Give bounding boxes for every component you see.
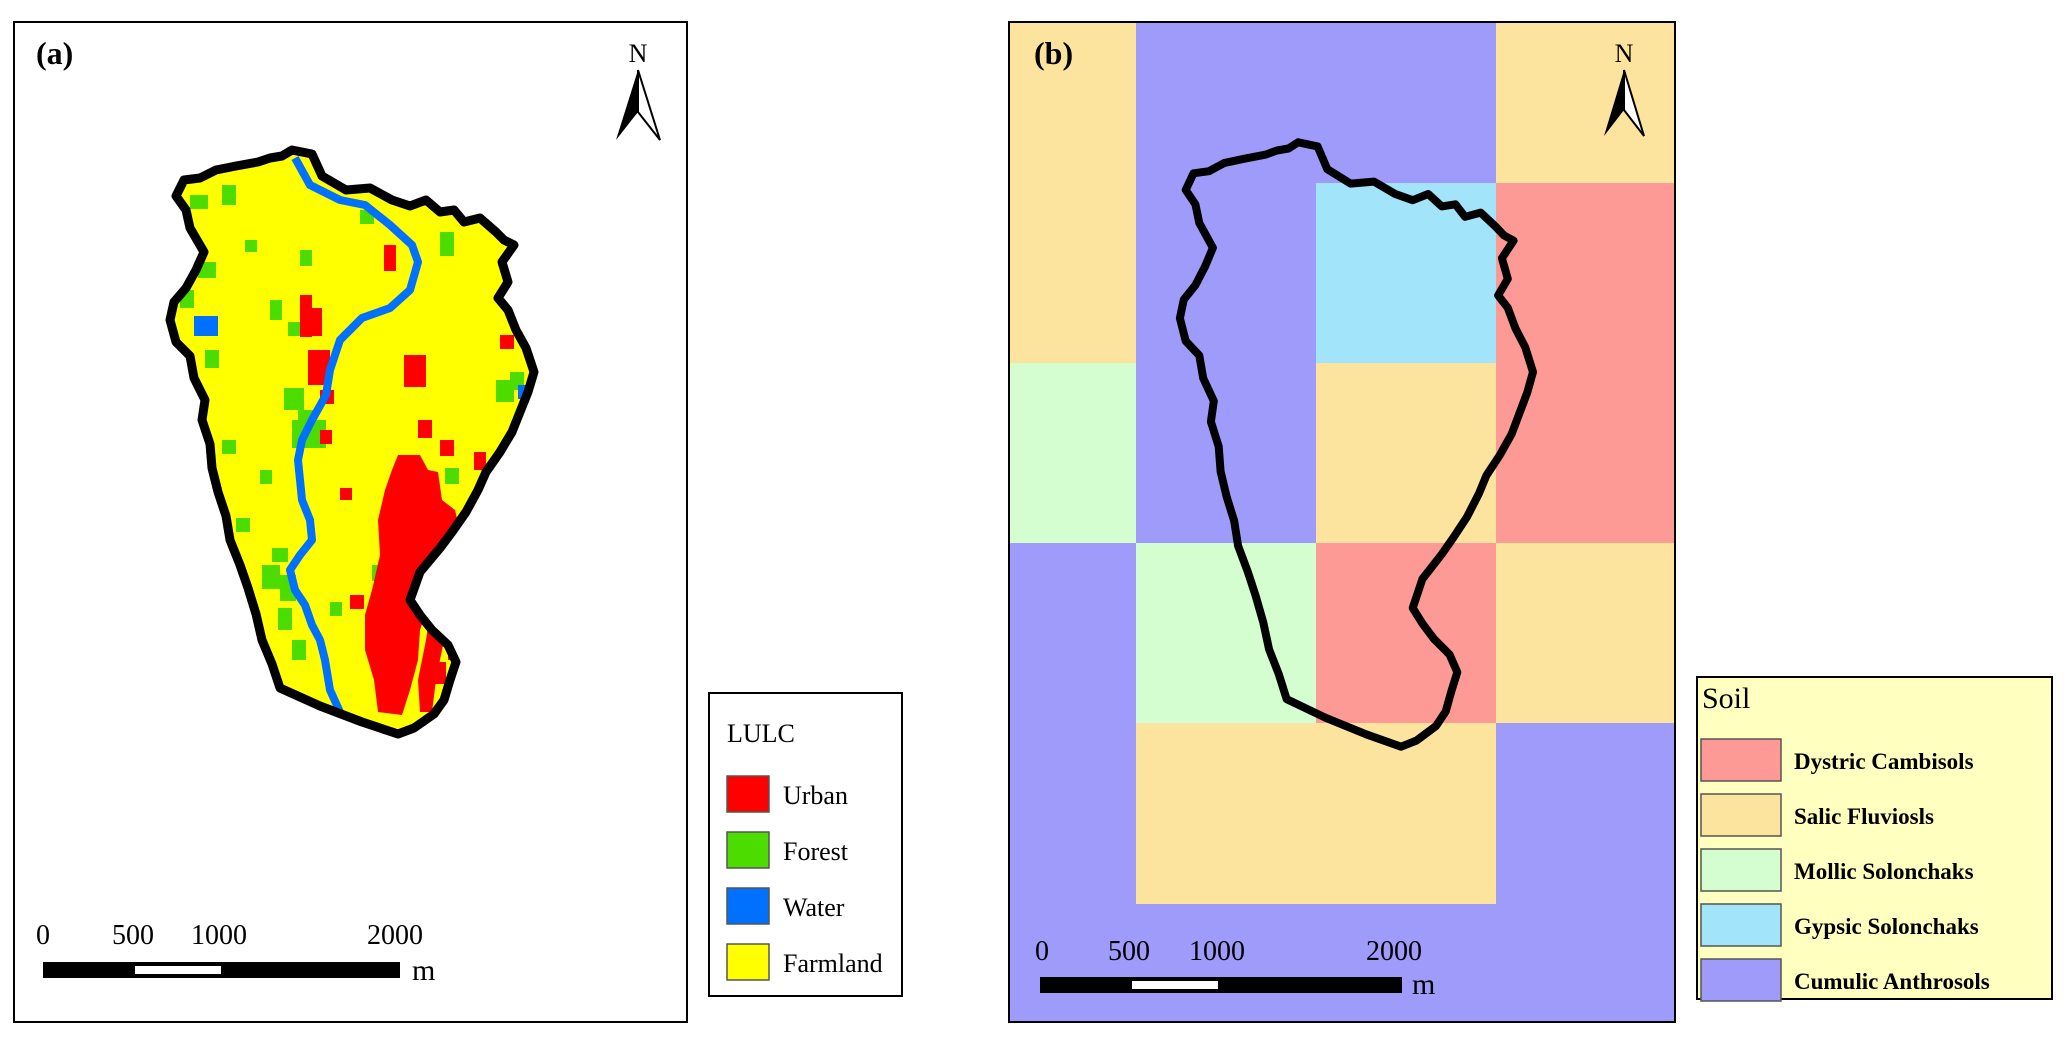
scale-unit: m (1412, 968, 1435, 1001)
legend-item-label: Water (783, 893, 845, 922)
study-area-boundary (1175, 138, 1537, 751)
legend-item-label: Salic Fluviosls (1794, 804, 1934, 829)
scale-tick-500: 500 (112, 920, 154, 951)
panel-a-label: (a) (36, 35, 73, 71)
legend-title: Soil (1702, 682, 1750, 715)
panel-a: (a) N (13, 21, 688, 1023)
soil-cell (1136, 904, 1317, 1022)
soil-cell (1316, 183, 1497, 364)
forest-areas (180, 155, 524, 660)
panel-b-frame (1008, 21, 1676, 1023)
legend-title: LULC (727, 719, 795, 748)
legend-swatch (726, 831, 770, 869)
soil-cell (1010, 904, 1137, 1022)
soil-cell (1496, 363, 1676, 544)
soil-cell (1136, 23, 1316, 183)
legend-swatch (1700, 793, 1782, 837)
north-arrow-icon: N (1604, 39, 1645, 137)
soil-cell (1316, 904, 1497, 1022)
soil-cell (1316, 543, 1497, 724)
soil-cell (1010, 543, 1137, 724)
north-label: N (1615, 39, 1634, 68)
soil-cell (1496, 723, 1676, 905)
soil-cell (1496, 23, 1676, 184)
lulc-legend: LULC Urban Forest Water Farmland (708, 692, 903, 997)
water-areas (194, 156, 528, 714)
legend-item-label: Gypsic Solonchaks (1794, 914, 1979, 939)
panel-b-label: (b) (1034, 35, 1073, 71)
scale-unit: m (412, 954, 435, 987)
lulc-map (165, 145, 539, 739)
soil-legend: Soil Dystric Cambisols Salic Fluviosls Mol… (1696, 676, 2053, 1002)
legend-item-label: Forest (783, 837, 849, 866)
soil-grid (1010, 23, 1676, 1022)
scale-bar-a: 0 500 1000 2000 m (36, 920, 435, 987)
scale-tick-2000: 2000 (367, 920, 423, 951)
soil-cell (1010, 723, 1137, 905)
legend-item-label: Cumulic Anthrosols (1794, 969, 1990, 994)
soil-cell (1316, 723, 1497, 905)
scale-tick-2000: 2000 (1366, 936, 1422, 967)
legend-swatch (726, 887, 770, 925)
legend-swatch (1700, 958, 1782, 1002)
scale-tick-0: 0 (1035, 936, 1049, 967)
north-arrow-icon: N (616, 39, 661, 141)
scale-tick-0: 0 (36, 920, 50, 951)
legend-item-label: Urban (783, 781, 848, 810)
scale-tick-500: 500 (1108, 936, 1150, 967)
soil-cell (1496, 904, 1676, 1022)
soil-cell (1136, 183, 1317, 364)
legend-swatch (726, 775, 770, 813)
panel-b: (b) N 0 500 1000 2000 m (1008, 21, 1676, 1023)
legend-item-label: Farmland (783, 949, 883, 978)
north-label: N (629, 39, 648, 68)
soil-cell (1010, 183, 1137, 364)
scale-bar-b: 0 500 1000 2000 m (1035, 936, 1435, 1001)
farmland-area (170, 150, 534, 734)
legend-swatch (1700, 738, 1782, 782)
soil-cell (1496, 543, 1676, 724)
legend-item-label: Dystric Cambisols (1794, 749, 1974, 774)
soil-cell (1010, 23, 1137, 184)
soil-cell (1316, 23, 1497, 184)
study-area-boundary (165, 145, 539, 739)
soil-cell (1496, 183, 1676, 364)
legend-item-label: Mollic Solonchaks (1794, 859, 1974, 884)
legend-swatch (726, 943, 770, 981)
legend-swatch (1700, 848, 1782, 892)
soil-cell (1136, 723, 1317, 905)
legend-swatch (1700, 903, 1782, 947)
soil-cell (1010, 363, 1137, 544)
scale-tick-1000: 1000 (191, 920, 247, 951)
soil-cell (1136, 363, 1317, 544)
scale-tick-1000: 1000 (1189, 936, 1245, 967)
